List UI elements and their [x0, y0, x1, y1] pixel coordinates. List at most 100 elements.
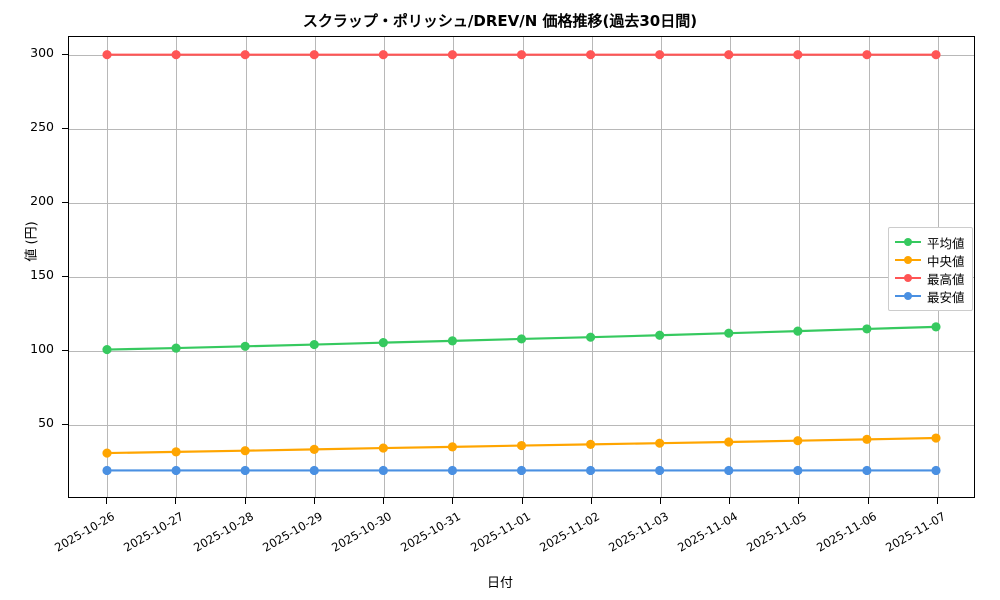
legend-item[interactable]: 中央値	[895, 251, 965, 269]
x-tick-label: 2025-10-29	[259, 509, 325, 555]
gridline-vertical	[453, 37, 455, 497]
chart-title: スクラップ・ポリッシュ/DREV/N 価格推移(過去30日間)	[302, 12, 698, 30]
x-tick-mark	[867, 498, 869, 504]
y-tick-label: 50	[38, 414, 54, 430]
legend-item[interactable]: 最安値	[895, 287, 965, 305]
x-tick-mark	[936, 498, 938, 504]
data-point	[309, 465, 319, 476]
data-point	[724, 328, 734, 338]
x-tick-label: 2025-11-03	[606, 509, 671, 555]
data-point	[931, 465, 941, 476]
series-layer	[102, 50, 941, 476]
x-tick-mark	[659, 498, 661, 504]
data-point	[724, 465, 734, 476]
data-point	[793, 50, 803, 60]
data-point	[862, 50, 872, 60]
data-point	[171, 465, 181, 476]
series-最安値	[102, 465, 941, 476]
legend: 平均値中央値最高値最安値	[888, 227, 973, 311]
y-tick-label: 300	[30, 44, 54, 60]
plot-area	[68, 36, 975, 498]
gridline-vertical	[176, 37, 178, 497]
x-tick-mark	[452, 498, 454, 504]
x-tick-label: 2025-11-01	[467, 509, 533, 555]
y-tick-mark	[62, 423, 68, 425]
legend-swatch-icon	[895, 254, 921, 266]
x-tick-mark	[729, 498, 731, 504]
legend-label: 最安値	[927, 289, 965, 305]
data-point	[102, 344, 112, 355]
data-point	[862, 434, 872, 444]
x-tick-mark	[244, 498, 246, 504]
data-point	[378, 465, 388, 476]
data-point	[378, 443, 388, 453]
data-point	[793, 326, 803, 336]
data-point	[931, 322, 941, 332]
legend-label: 最高値	[927, 271, 965, 287]
data-point	[240, 341, 250, 351]
data-point	[240, 446, 250, 456]
legend-item[interactable]: 平均値	[895, 233, 965, 251]
y-tick-mark	[62, 349, 68, 351]
data-point	[309, 339, 319, 350]
legend-item[interactable]: 最高値	[895, 269, 965, 287]
legend-label: 平均値	[927, 235, 965, 251]
data-point	[240, 50, 250, 60]
gridline-vertical	[107, 37, 109, 497]
data-point	[793, 465, 803, 476]
y-tick-mark	[62, 201, 68, 203]
gridline-vertical	[660, 37, 662, 497]
gridline-horizontal	[69, 350, 974, 352]
gridline-horizontal	[69, 424, 974, 426]
data-point	[655, 438, 665, 448]
legend-swatch-icon	[895, 272, 921, 284]
gridline-vertical	[730, 37, 732, 497]
data-point	[585, 439, 596, 449]
x-tick-label: 2025-10-31	[398, 509, 464, 555]
y-axis-label: 値 (円)	[24, 221, 40, 262]
data-point	[585, 332, 596, 342]
data-point	[516, 440, 527, 451]
data-point	[585, 465, 596, 476]
data-point	[655, 330, 665, 340]
data-point	[171, 343, 181, 353]
data-point	[171, 447, 181, 457]
x-tick-mark	[521, 498, 523, 504]
data-point	[447, 465, 458, 476]
y-tick-mark	[62, 127, 68, 129]
data-point	[102, 448, 112, 458]
x-tick-mark	[313, 498, 315, 504]
gridline-horizontal	[69, 276, 974, 278]
x-tick-label: 2025-11-04	[675, 509, 741, 555]
data-point	[516, 465, 527, 476]
data-point	[378, 50, 388, 60]
gridline-vertical	[522, 37, 524, 497]
x-tick-label: 2025-11-05	[744, 509, 810, 555]
x-tick-label: 2025-11-07	[883, 509, 948, 555]
gridline-horizontal	[69, 202, 974, 204]
x-tick-mark	[383, 498, 385, 504]
data-point	[862, 465, 872, 476]
data-point	[655, 50, 665, 60]
x-axis-label: 日付	[486, 576, 513, 591]
data-point	[447, 442, 458, 452]
data-point	[309, 50, 319, 60]
data-point	[447, 50, 458, 60]
series-最高値	[102, 50, 941, 60]
x-tick-label: 2025-11-06	[813, 509, 879, 555]
data-point	[516, 50, 527, 60]
data-point	[862, 324, 872, 334]
y-tick-label: 200	[30, 192, 54, 208]
data-point	[724, 437, 734, 447]
data-point	[171, 50, 181, 60]
x-tick-mark	[106, 498, 108, 504]
legend-label: 中央値	[927, 253, 965, 269]
data-point	[724, 50, 734, 60]
x-tick-mark	[590, 498, 592, 504]
series-平均値	[102, 322, 941, 355]
legend-swatch-icon	[895, 290, 921, 302]
data-point	[378, 338, 388, 348]
data-point	[793, 436, 803, 446]
data-point	[655, 465, 665, 476]
gridline-vertical	[245, 37, 247, 497]
